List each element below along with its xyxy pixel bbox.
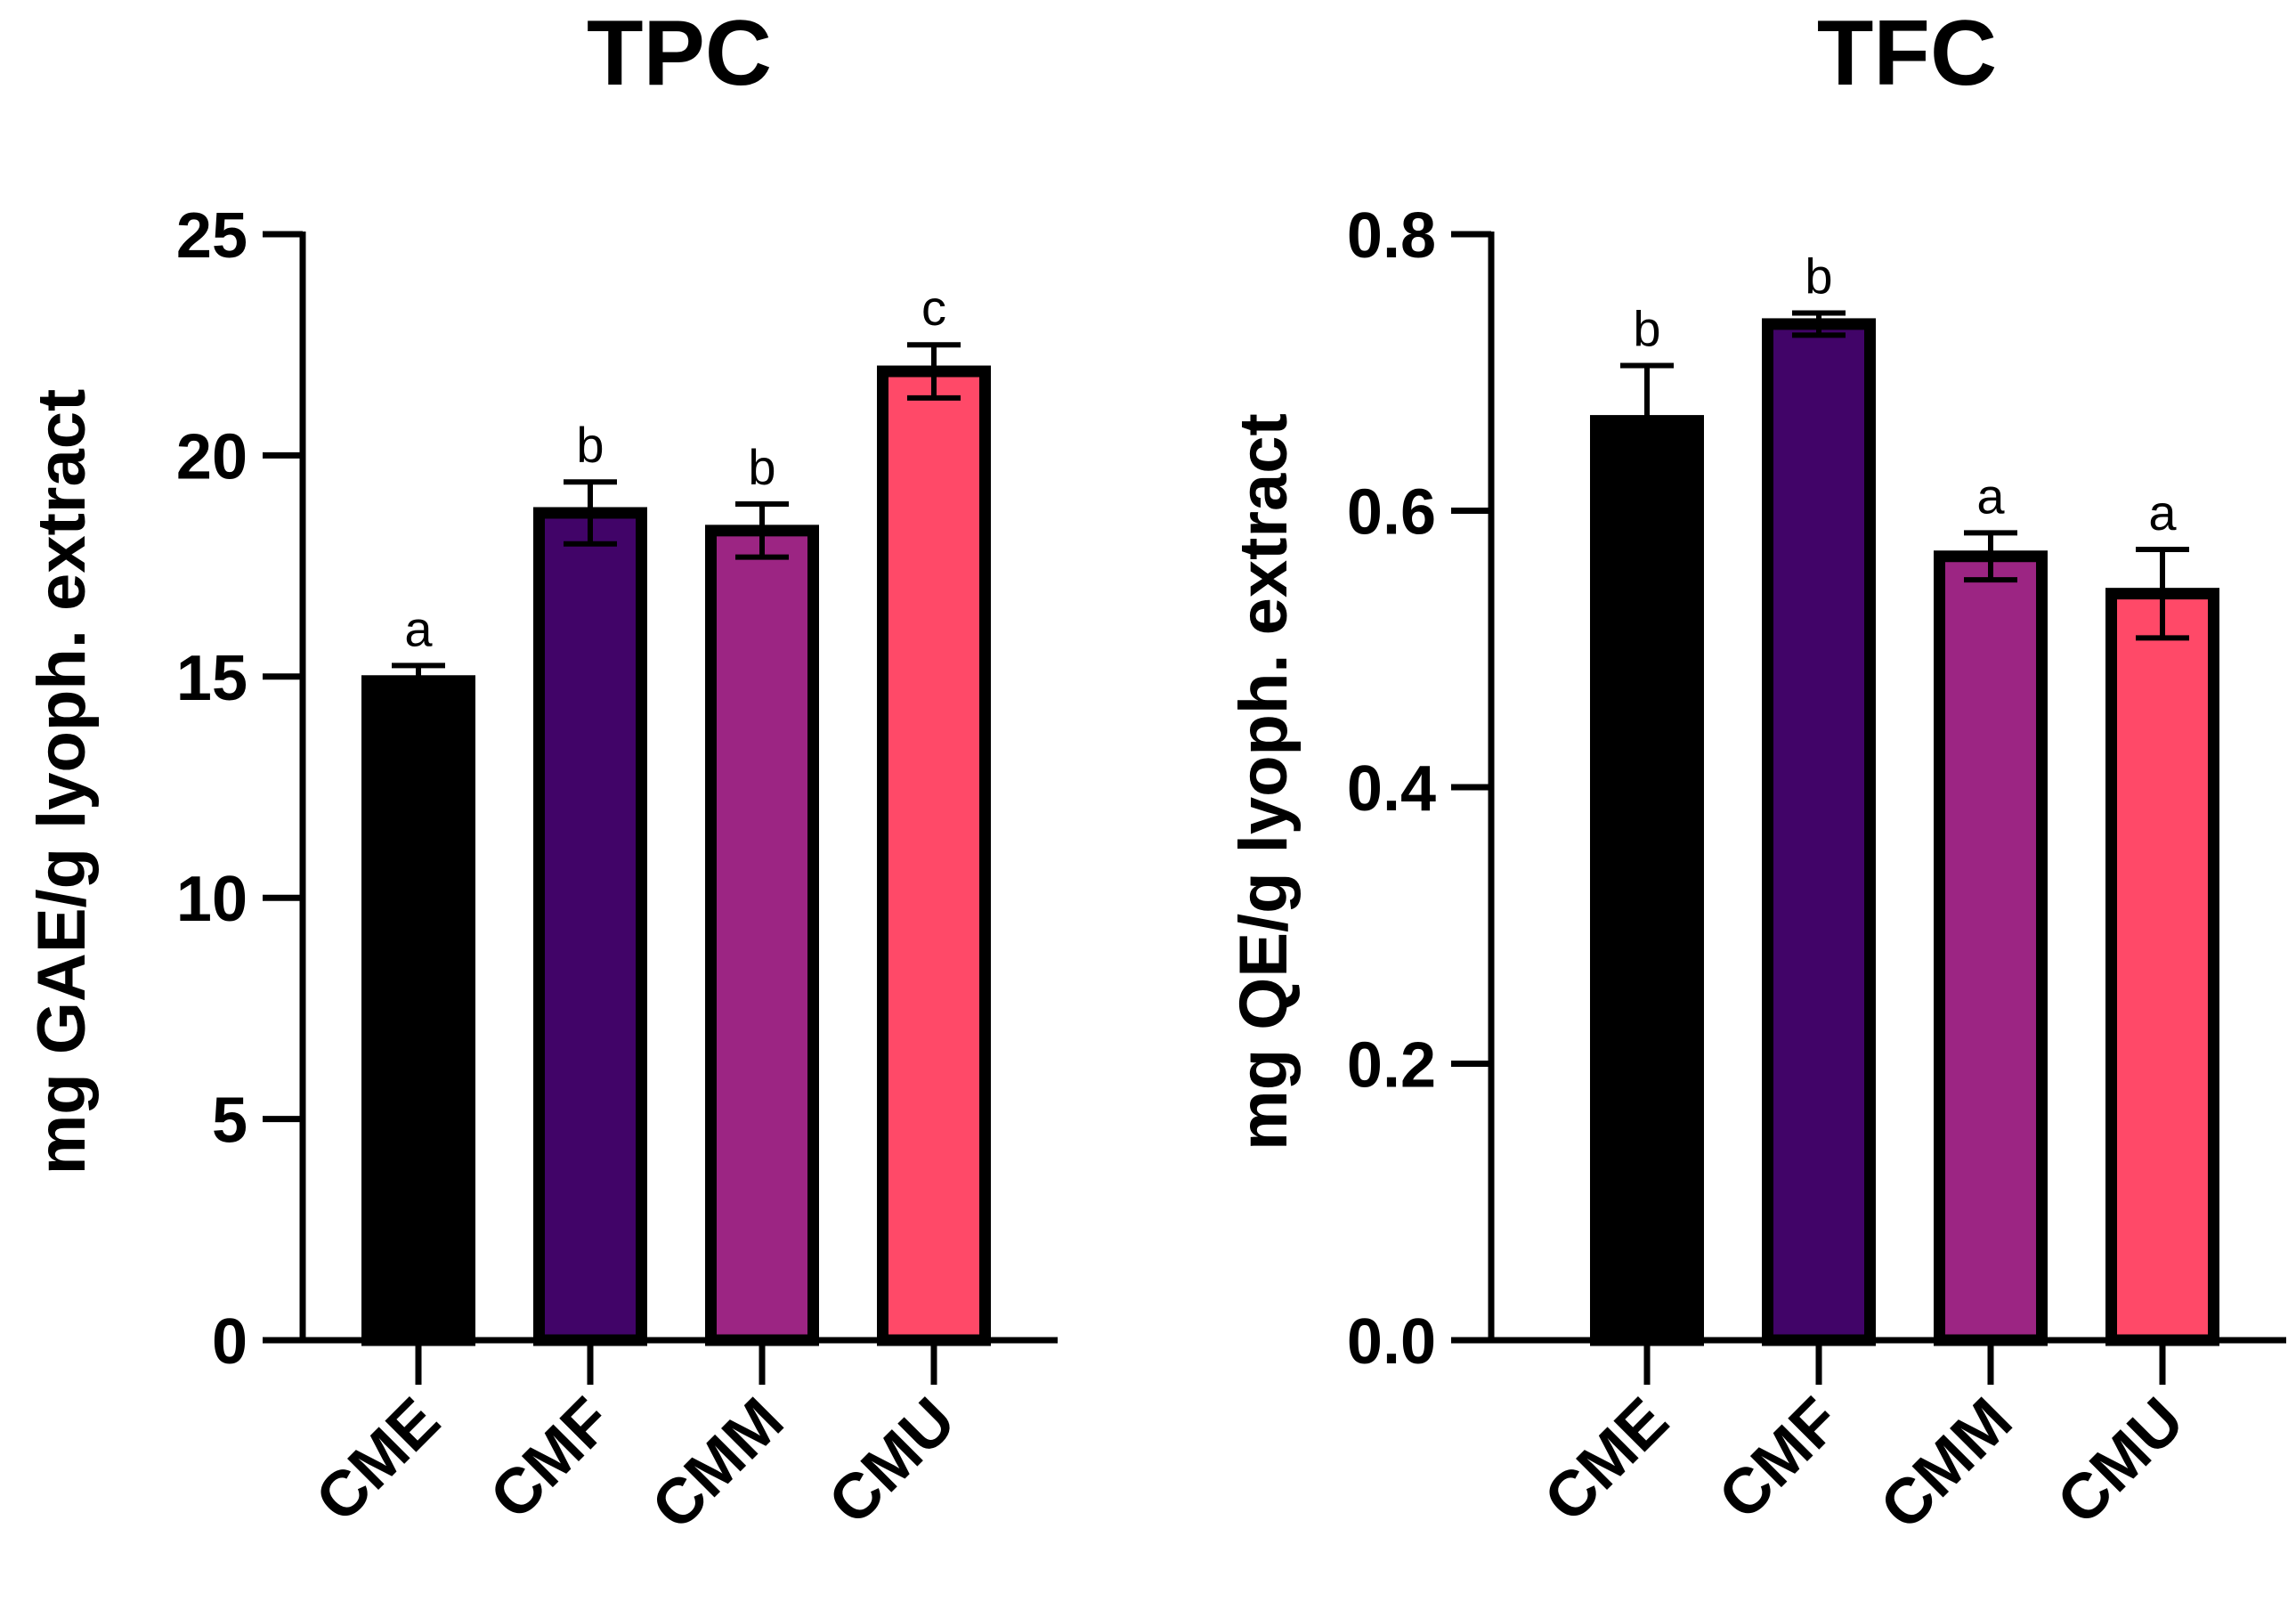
significance-label: b [1805,248,1832,304]
x-tick-label: CME [1531,1385,1683,1536]
y-tick-label: 0.8 [1347,200,1436,272]
bar-cmf [1762,318,1876,1346]
x-tick-label: CMM [638,1385,797,1543]
bar-cmm [1934,550,2048,1346]
bar-cmf [533,507,647,1346]
bar-cmm [705,525,819,1346]
y-tick-label: 15 [176,643,247,714]
significance-label: a [404,600,433,656]
y-tick-label: 25 [176,200,247,272]
y-axis-label: mg QE/g lyoph. extract [1226,413,1302,1151]
significance-label: b [576,417,604,473]
x-tick-label: CMF [1705,1385,1854,1533]
x-tick-label: CMU [2044,1385,2198,1539]
significance-label: c [921,280,946,336]
x-tick-label: CMF [476,1385,625,1533]
y-tick-label: 0.4 [1347,753,1436,825]
tpc-chart-panel: TPC mg GAE/g lyoph. extract a CME b CMF b CMM… [24,2,1058,1543]
y-tick-label: 0.2 [1347,1030,1436,1102]
y-axis-label: mg GAE/g lyoph. extract [24,389,100,1175]
x-tick-label: CMM [1867,1385,2025,1543]
significance-label: a [1976,468,2005,524]
chart-title: TFC [1817,2,1997,105]
x-tick-label: CMU [815,1385,970,1539]
tfc-chart-panel: TFC mg QE/g lyoph. extract b CME b CMF a CMM a… [1226,2,2286,1543]
y-tick-label: 0.6 [1347,477,1436,549]
significance-label: b [748,439,775,495]
y-tick-label: 10 [176,864,247,935]
bar-cmu [2105,588,2219,1346]
bar-cme [361,675,475,1346]
bar-cme [1590,415,1704,1346]
y-tick-label: 5 [212,1086,247,1157]
y-tick-label: 0.0 [1347,1306,1436,1378]
bar-cmu [877,365,991,1346]
significance-label: a [2148,484,2177,541]
x-tick-label: CME [303,1385,454,1536]
y-tick-label: 20 [176,421,247,492]
y-tick-label: 0 [212,1306,247,1378]
significance-label: b [1633,300,1660,356]
chart-title: TPC [587,2,772,105]
